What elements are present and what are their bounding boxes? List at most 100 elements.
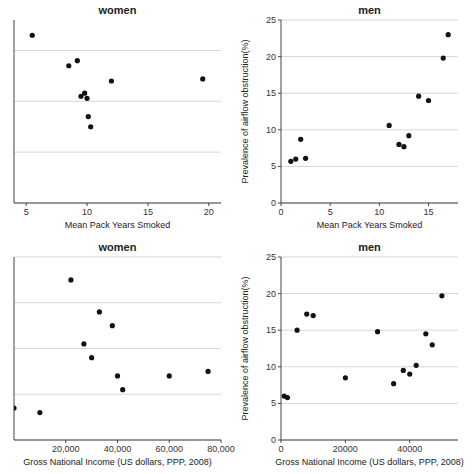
x-tick — [379, 203, 380, 206]
point — [109, 78, 114, 83]
x-axis-line — [14, 203, 221, 204]
x-tick-label: 20,000 — [52, 444, 80, 454]
y-tick-label: 0 — [271, 198, 276, 208]
x-axis-label: Mean Pack Years Smoked — [65, 220, 171, 230]
point — [298, 137, 303, 142]
point — [288, 159, 293, 164]
x-axis-label: Gross National Income (US dollars, PPP, … — [23, 457, 211, 467]
grid-line — [281, 129, 458, 130]
x-tick — [330, 203, 331, 206]
y-tick-label: 25 — [266, 15, 276, 25]
y-tick-label: 20 — [266, 289, 276, 299]
x-tick — [428, 203, 429, 206]
point — [401, 368, 406, 373]
point — [414, 363, 419, 368]
y-axis-line — [281, 20, 282, 203]
grid-line — [281, 203, 458, 204]
y-tick-label: 15 — [266, 325, 276, 335]
point — [293, 156, 298, 161]
points — [288, 32, 451, 164]
points — [14, 277, 211, 415]
point — [303, 156, 308, 161]
y-tick — [278, 93, 281, 94]
x-tick — [147, 203, 148, 206]
point — [120, 387, 125, 392]
y-tick-label: 10 — [266, 362, 276, 372]
point — [406, 133, 411, 138]
x-tick-label: 10 — [374, 207, 384, 217]
panel: 5101520womenMean Pack Years Smoked — [14, 4, 221, 230]
x-axis-line — [281, 203, 458, 204]
point — [200, 76, 205, 81]
x-tick — [345, 440, 346, 443]
point — [81, 341, 86, 346]
point — [82, 91, 87, 96]
y-tick-label: 5 — [271, 161, 276, 171]
point — [391, 381, 396, 386]
x-tick — [117, 440, 118, 443]
title: women — [98, 4, 137, 16]
y-tick-label: 0 — [271, 435, 276, 445]
point — [441, 55, 446, 60]
figure: 5101520womenMean Pack Years Smoked051015… — [0, 0, 474, 474]
x-tick — [208, 203, 209, 206]
point — [86, 114, 91, 119]
point — [311, 313, 316, 318]
panel: 20,00040,00060,00080,000womenGross Natio… — [11, 241, 234, 467]
y-axis-line — [14, 20, 15, 203]
x-axis-label: Mean Pack Years Smoked — [317, 220, 423, 230]
y-tick — [278, 129, 281, 130]
grid-line — [281, 93, 458, 94]
x-axis-label: Gross National Income (US dollars, PPP, … — [275, 457, 463, 467]
grid-line — [281, 293, 458, 294]
x-tick-label: 40000 — [397, 444, 422, 454]
title: men — [358, 241, 381, 253]
grid-line — [281, 20, 458, 21]
x-tick-label: 20 — [204, 207, 214, 217]
point — [423, 331, 428, 336]
y-tick — [278, 330, 281, 331]
point — [407, 372, 412, 377]
y-tick-label: 10 — [266, 125, 276, 135]
x-tick — [169, 440, 170, 443]
point — [426, 98, 431, 103]
panel: 0510150510152025menMean Pack Years Smoke… — [240, 4, 458, 230]
point — [66, 63, 71, 68]
x-tick-label: 5 — [24, 207, 29, 217]
grid-line — [281, 330, 458, 331]
grid-line — [281, 366, 458, 367]
grid-line — [14, 348, 221, 349]
point — [75, 58, 80, 63]
x-tick-label: 60,000 — [155, 444, 183, 454]
y-tick — [278, 440, 281, 441]
point — [88, 124, 93, 129]
point — [110, 323, 115, 328]
point — [304, 311, 309, 316]
grid-line — [14, 50, 221, 51]
x-tick — [65, 440, 66, 443]
point — [401, 144, 406, 149]
y-tick — [278, 20, 281, 21]
background — [0, 0, 474, 474]
x-tick-label: 20000 — [333, 444, 358, 454]
grid-line — [14, 152, 221, 153]
point — [294, 328, 299, 333]
y-tick — [278, 203, 281, 204]
point — [375, 329, 380, 334]
y-tick-label: 25 — [266, 252, 276, 262]
y-axis-line — [281, 257, 282, 440]
points — [282, 293, 445, 400]
y-tick-label: 20 — [266, 52, 276, 62]
point — [396, 142, 401, 147]
x-tick-label: 5 — [328, 207, 333, 217]
y-axis-line — [14, 257, 15, 440]
grid-line — [14, 302, 221, 303]
point — [68, 277, 73, 282]
y-axis-label: Prevalence of airflow obstruction(%) — [240, 39, 250, 183]
point — [446, 32, 451, 37]
y-tick — [278, 366, 281, 367]
grid-line — [281, 56, 458, 57]
grid-line — [14, 257, 221, 258]
grid-line — [14, 394, 221, 395]
x-tick — [409, 440, 410, 443]
